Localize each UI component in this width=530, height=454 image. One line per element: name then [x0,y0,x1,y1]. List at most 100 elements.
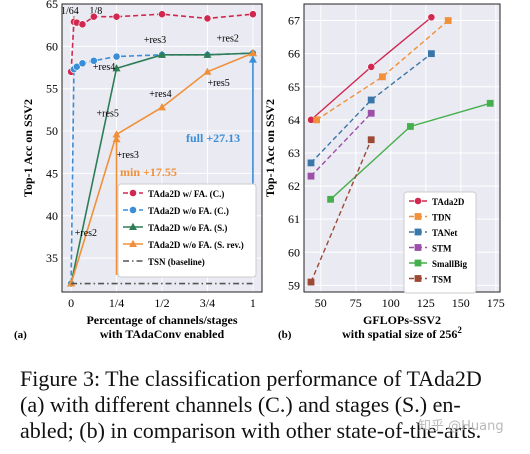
data-point [307,278,315,286]
y-tick-label: 61 [288,212,300,226]
data-point [427,13,436,22]
x-axis-label: GFLOPs-SSV2 [363,313,441,327]
legend-marker [414,228,422,236]
annotation-label: +res2 [217,33,239,44]
caption-line-3: abled; (b) in comparison with other stat… [20,418,482,443]
callout-min: min +17.55 [120,165,177,179]
y-tick-label: 60 [46,39,58,53]
x-axis-label-line-2: with spatial size of 2562 [342,325,462,341]
x-tick-label: 50 [315,296,327,310]
series-smallbig [327,99,494,203]
data-point [367,62,376,71]
data-point [367,136,375,144]
figure-caption: Figure 3: The classification performance… [20,366,520,444]
plot-frame [61,3,263,293]
legend-b: TAda2D TDN TANet STM SmallBig TSM [403,191,477,294]
data-point [112,52,121,61]
series-line [316,20,449,121]
y-tick-label: 66 [288,47,300,61]
legend-marker [129,206,137,214]
legend-entry: TANet [432,228,457,238]
callout-arrowhead-min [112,135,121,143]
x-tick-label: 1/2 [154,296,169,310]
data-point [78,59,87,68]
x-axis-label-superscript: 2 [457,325,462,335]
legend-entry: TAda2D w/o FA. (S.) [148,223,227,233]
y-tick-label: 65 [46,0,58,11]
legend-marker [414,244,422,251]
data-point [313,116,320,124]
series-tanet [307,50,435,167]
chart-b: 59 60 61 62 63 64 65 66 67 50 75 100 125 150 175 Top-1 … [263,3,505,341]
data-point [89,56,98,65]
data-point [112,64,121,72]
y-tick-label: 55 [46,82,58,96]
x-tick-label: 0 [68,296,74,310]
y-axis-label: Top-1 Acc on SSV2 [263,99,277,197]
series-tada2d-w-o-fa-s-rev [67,48,257,287]
annotation-label: +res5 [207,78,229,89]
x-tick-label: 3/4 [200,296,215,310]
data-point [72,62,81,71]
annotation-label: +res2 [75,228,97,239]
x-axis-label: Percentage of channels/stages [86,313,237,327]
data-point [379,73,386,81]
legend-box [117,183,257,278]
y-tick-label: 63 [288,146,300,160]
data-point [249,10,257,19]
data-point [307,172,315,180]
y-tick-label: 35 [46,251,58,265]
data-point [407,123,414,130]
data-point [203,67,212,75]
series-tsm [307,136,375,286]
data-point [203,50,212,58]
y-tick-label: 59 [288,278,300,292]
series-line [310,139,372,283]
series-stm [307,109,375,180]
legend-entry: STM [432,244,452,254]
data-point [112,12,121,21]
caption-line-2: (a) with different channels (C.) and sta… [20,392,461,417]
data-point [248,48,257,57]
figure: 35 40 45 50 55 60 65 0 1/4 1/2 3/4 1 Top-1 Acc on SS… [14,0,505,341]
y-tick-label: 45 [46,166,58,180]
data-point [367,109,375,117]
x-tick-label: 125 [417,296,435,310]
x-tick-label: 175 [487,296,505,310]
series-tdn [313,17,452,124]
legend-entry: TSN (baseline) [148,257,205,267]
x-axis-label-line-2-text: with spatial size of 256 [342,327,457,341]
data-point [112,130,121,138]
y-tick-label: 65 [288,80,300,94]
legend-a: TAda2D w/ FA. (C.) TAda2D w/o FA. (C.) TAd… [117,183,257,278]
y-tick-label: 40 [46,209,58,223]
series-line [310,53,432,164]
y-axis-label: Top-1 Acc on SSV2 [21,99,35,197]
series-tada2d-w-fa-c [67,10,257,76]
annotation-label: +res3 [117,150,139,161]
panel-label-b: (b) [278,329,292,341]
legend-marker [414,275,422,282]
data-point [327,195,334,203]
legend-entry: TAda2D [432,197,465,207]
legend-box [403,191,477,294]
legend-entry: SmallBig [432,259,468,269]
top-label: 1/64 [61,6,79,17]
legend-entry: TSM [432,275,452,285]
y-tick-label: 62 [288,179,300,193]
data-point [486,99,494,107]
legend-entry: TAda2D w/ FA. (C.) [148,189,224,199]
annotation-label: +res4 [93,62,115,73]
panel-label-a: (a) [14,329,27,341]
x-tick-label: 100 [382,296,400,310]
series-line [310,112,372,177]
legend-entry: TDN [432,213,452,223]
y-tick-label: 50 [46,124,58,138]
x-tick-label: 1 [250,296,256,310]
annotation-label: +res5 [97,109,119,120]
data-point [367,96,375,104]
x-tick-label: 1/4 [109,296,124,310]
annotation-label: +res3 [144,35,166,46]
legend-marker [414,259,422,267]
data-point [78,20,87,29]
